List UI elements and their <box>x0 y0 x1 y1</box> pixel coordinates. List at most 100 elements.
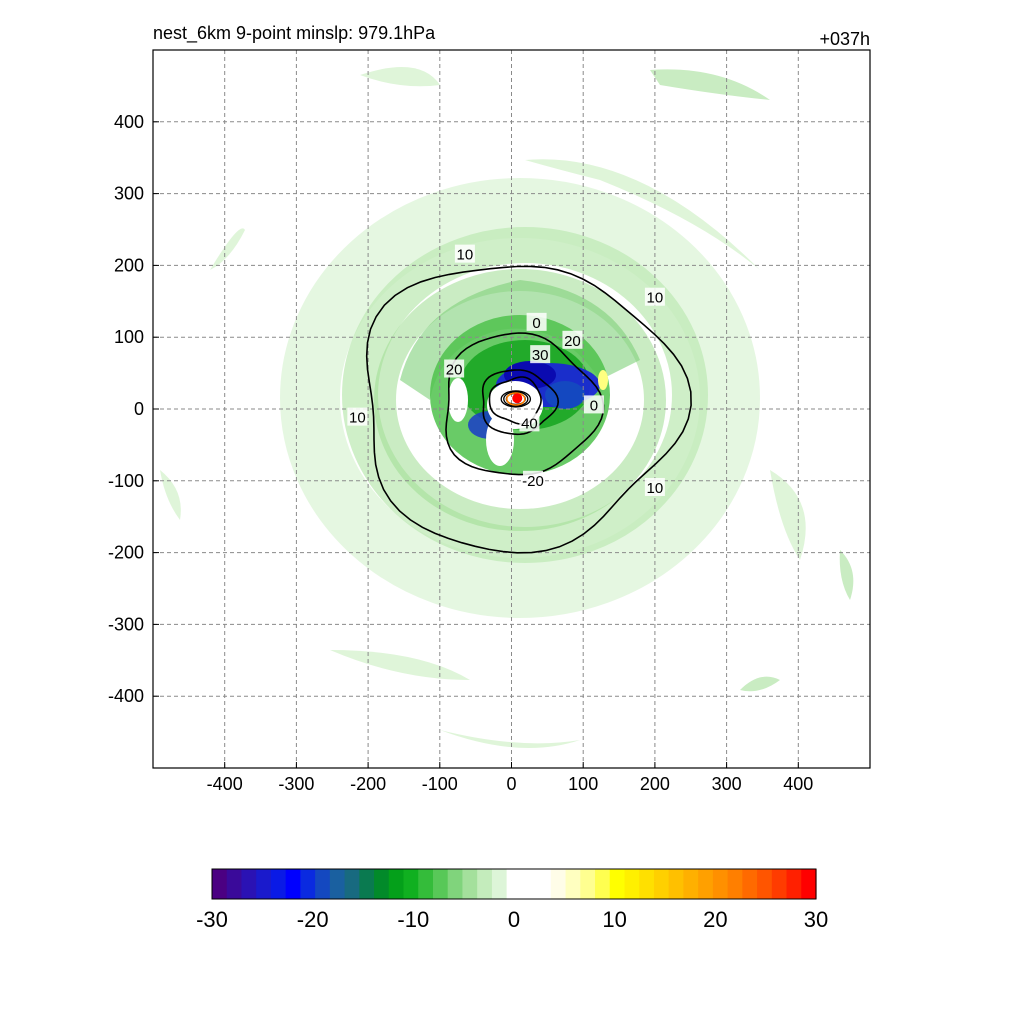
contour-label-bg <box>523 470 544 489</box>
colorbar-tick-label: 0 <box>508 907 520 932</box>
contour-lines <box>365 265 692 554</box>
contour-label-bg <box>347 407 368 426</box>
contour-label: 40 <box>521 415 538 432</box>
grid-lines <box>153 50 870 768</box>
y-tick-label: -400 <box>108 686 144 706</box>
contour-label: 10 <box>457 247 474 264</box>
contour-label: 10 <box>349 410 366 427</box>
y-tick-label: 200 <box>114 255 144 275</box>
colorbar-cell <box>771 869 788 899</box>
colorbar-cell <box>742 869 758 899</box>
colorbar-cell <box>653 869 670 899</box>
colorbar-cell <box>270 869 287 899</box>
y-tick-label: 300 <box>114 184 144 204</box>
colorbar-tick-label: -20 <box>297 907 329 932</box>
contour-label: -20 <box>522 473 544 490</box>
colorbar-cell <box>565 869 581 899</box>
x-tick-label: 400 <box>783 774 813 794</box>
contour-line <box>365 265 692 554</box>
colorbar-tick-label: 10 <box>602 907 626 932</box>
colorbar-cell <box>639 869 655 899</box>
colorbar-cell <box>212 869 228 899</box>
colorbar-cell <box>344 869 360 899</box>
colorbar-ticks: -30 -20 -10 0 10 20 30 <box>196 907 828 932</box>
contour-label-bg <box>454 244 475 263</box>
x-tick-label: -300 <box>278 774 314 794</box>
contour-label: 10 <box>647 480 664 497</box>
storm-center-marker <box>512 393 523 404</box>
colorbar-cell <box>609 869 626 899</box>
x-tick-label: 0 <box>506 774 516 794</box>
colorbar-cell <box>241 869 257 899</box>
contour-label-bg <box>444 359 465 378</box>
contour-line <box>506 392 526 406</box>
contour-labels: 10 10 10 10 20 20 -20 30 40 0 0 <box>347 244 665 497</box>
colorbar-cell <box>432 869 449 899</box>
contour-label: 20 <box>446 362 463 379</box>
center-marker-layer <box>512 393 523 404</box>
contour-label: 20 <box>564 333 581 350</box>
colorbar-cells <box>212 869 817 899</box>
contour-line <box>500 390 532 408</box>
colorbar-cell <box>491 869 508 899</box>
colorbar-tick-label: -30 <box>196 907 228 932</box>
y-axis-ticks: 400 300 200 100 0 -100 -200 -300 -400 <box>108 112 159 706</box>
contour-label-bg <box>562 330 583 349</box>
colorbar-cell <box>521 869 537 899</box>
x-axis-ticks: -400 -300 -200 -100 0 100 200 300 400 <box>207 762 813 794</box>
contour-label-bg <box>644 287 665 306</box>
forecast-hour-label: +037h <box>819 29 870 49</box>
colorbar-cell <box>595 869 611 899</box>
y-tick-label: -200 <box>108 543 144 563</box>
contour-label-bg <box>530 345 551 364</box>
colorbar-tick-label: 30 <box>804 907 828 932</box>
contour-label: 0 <box>590 397 598 414</box>
y-tick-label: -100 <box>108 471 144 491</box>
colorbar-cell <box>727 869 743 899</box>
colorbar-cell <box>359 869 375 899</box>
colorbar-cell <box>668 869 685 899</box>
contour-label: 30 <box>532 347 549 364</box>
colorbar-cell <box>580 869 596 899</box>
colorbar-cell <box>462 869 478 899</box>
colorbar-cell <box>403 869 419 899</box>
contour-label-bg <box>519 413 540 432</box>
contour-label-bg <box>583 395 604 414</box>
colorbar-tick-label: -10 <box>397 907 429 932</box>
colorbar-cell <box>315 869 331 899</box>
colorbar-cell <box>388 869 405 899</box>
colorbar-cell <box>506 869 522 899</box>
colorbar-cell <box>447 869 464 899</box>
colorbar-cell <box>683 869 699 899</box>
contour-line <box>445 332 605 476</box>
y-tick-label: 400 <box>114 112 144 132</box>
x-tick-label: -100 <box>422 774 458 794</box>
contour-label-bg <box>526 312 547 331</box>
colorbar-cell <box>757 869 773 899</box>
x-tick-label: -400 <box>207 774 243 794</box>
y-tick-label: -300 <box>108 614 144 634</box>
colorbar-cell <box>712 869 729 899</box>
colorbar-cell <box>329 869 346 899</box>
colorbar-cell <box>418 869 434 899</box>
colorbar-cell <box>786 869 802 899</box>
contour-label: 10 <box>647 290 664 307</box>
colorbar-cell <box>256 869 272 899</box>
colorbar-cell <box>536 869 552 899</box>
y-tick-label: 0 <box>134 399 144 419</box>
x-tick-label: 200 <box>640 774 670 794</box>
plot-area: 10 10 10 10 20 20 -20 30 40 0 0 <box>153 50 870 768</box>
colorbar-cell <box>477 869 493 899</box>
colorbar-cell <box>300 869 316 899</box>
x-tick-label: -200 <box>350 774 386 794</box>
colorbar: -30 -20 -10 0 10 20 30 <box>196 868 828 932</box>
colorbar-tick-label: 20 <box>703 907 727 932</box>
colorbar-cell <box>624 869 640 899</box>
colorbar-cell <box>801 869 817 899</box>
contour-label: 0 <box>532 315 540 332</box>
colorbar-cell <box>550 869 567 899</box>
colorbar-cell <box>226 869 243 899</box>
contour-label-bg <box>644 477 665 496</box>
colorbar-frame <box>211 868 817 900</box>
